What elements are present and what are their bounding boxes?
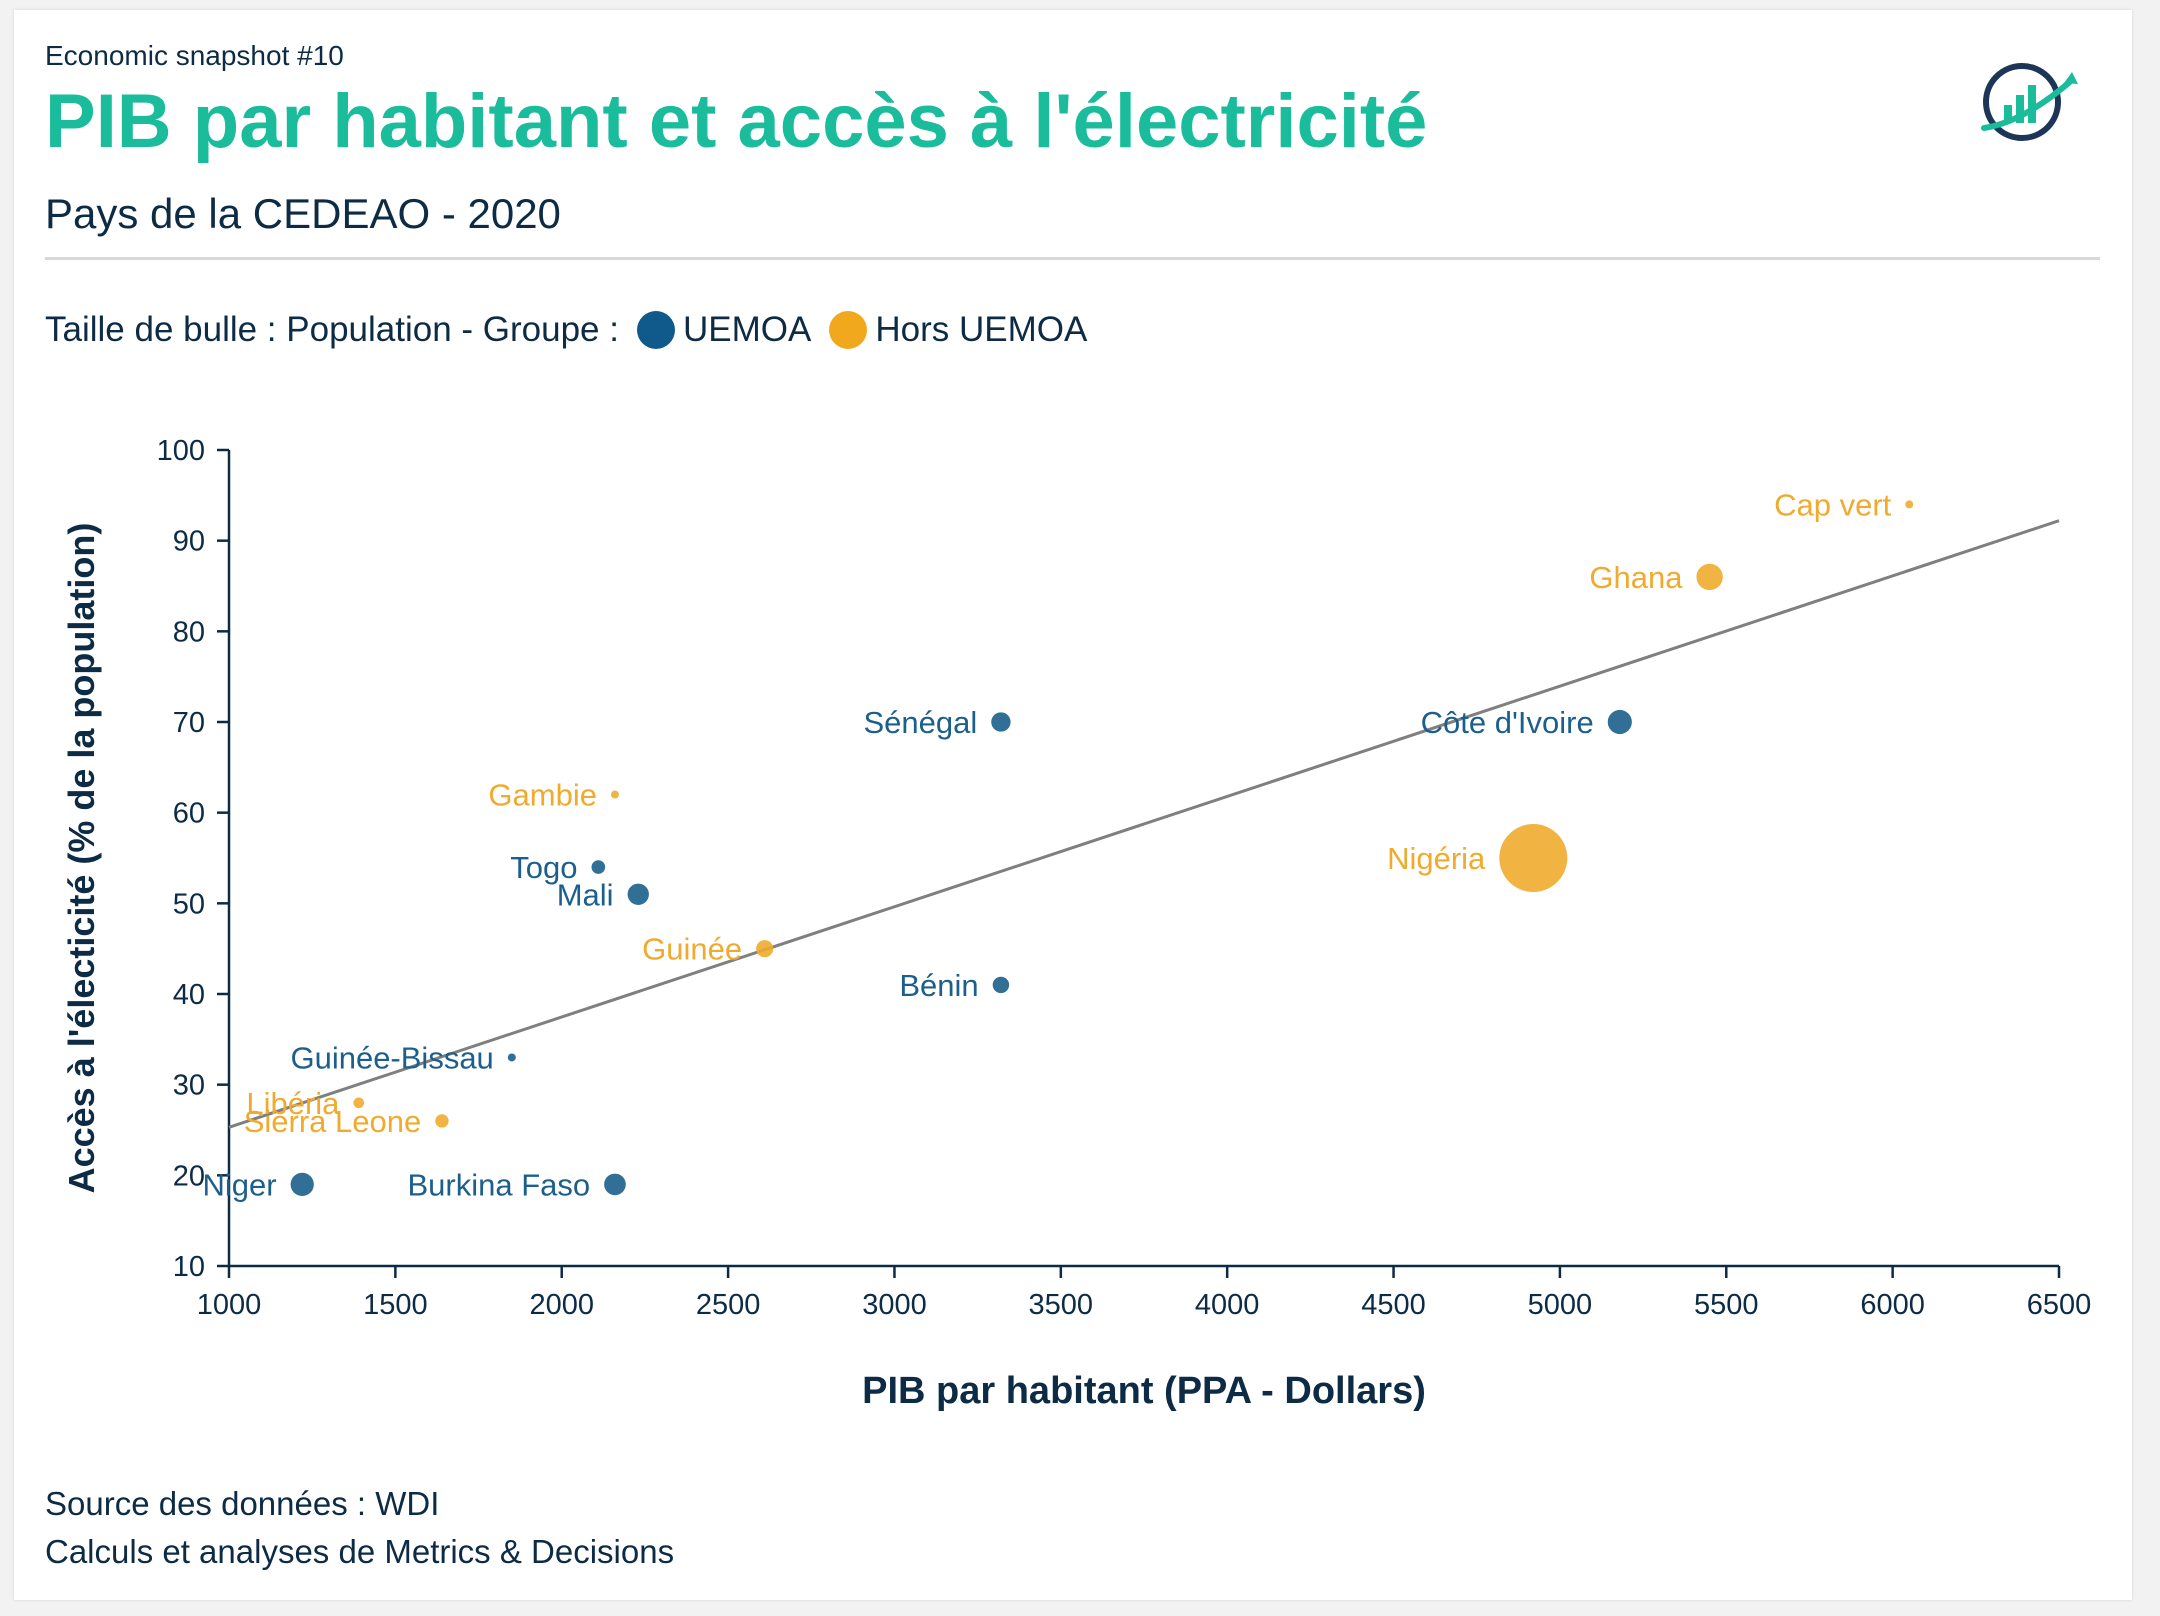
bubble-point [1696,563,1723,591]
point-label: Sénégal [863,705,977,740]
footer-source: Source des données : WDI [45,1485,440,1522]
y-tick-label: 30 [173,1070,205,1102]
x-axis-title: PIB par habitant (PPA - Dollars) [862,1370,1426,1412]
bubble-point [435,1114,449,1128]
y-tick-label: 20 [173,1160,205,1192]
bubble-point [992,976,1010,994]
legend-swatch-hors-uemoa [829,311,868,349]
bubble-point [1607,709,1632,735]
growth-chart-logo-icon [1974,50,2084,150]
x-tick-label: 1500 [363,1289,428,1321]
kicker-label: Economic snapshot #10 [45,40,344,71]
x-tick-label: 4000 [1195,1289,1260,1321]
point-label: Niger [202,1167,276,1202]
point-label: Burkina Faso [407,1167,590,1202]
snapshot-card: Economic snapshot #10 PIB par habitant e… [14,10,2132,1600]
legend-item-uemoa: UEMOA [619,310,811,350]
x-tick-label: 5500 [1694,1289,1759,1321]
point-label: Nigéria [1387,841,1486,876]
point-label: Guinée-Bissau [290,1040,493,1075]
legend-swatch-uemoa [636,311,675,349]
bubble-point [507,1053,516,1062]
point-label: Sierra Leone [244,1104,422,1139]
y-tick-label: 80 [173,616,205,648]
bubble-point [1499,824,1568,892]
y-tick-label: 60 [173,798,205,830]
legend-label-hors-uemoa: Hors UEMOA [875,310,1088,349]
legend-item-hors-uemoa: Hors UEMOA [811,310,1087,350]
point-label: Gambie [488,778,597,813]
bubble-point [610,790,619,799]
point-label: Togo [510,850,577,885]
bubble-point [604,1173,626,1196]
point-label: Mali [557,877,614,912]
header-divider [45,257,2100,260]
legend-prefix: Taille de bulle : Population - Groupe : [45,310,619,349]
point-label: Côte d'Ivoire [1421,705,1594,740]
bubble-point [591,860,606,874]
point-label: Guinée [642,932,742,967]
footer-credits: Calculs et analyses de Metrics & Decisio… [45,1533,675,1570]
point-label: Libéria [246,1086,340,1121]
bubble-point [756,940,774,958]
bubble-point [991,712,1011,732]
chart-subtitle: Pays de la CEDEAO - 2020 [45,190,561,237]
x-tick-label: 2500 [696,1289,761,1321]
point-label: Bénin [899,968,978,1003]
x-tick-label: 6000 [1860,1289,1925,1321]
y-tick-label: 90 [173,526,205,558]
footer: Source des données : WDI Calculs et anal… [45,1480,674,1576]
point-label: Cap vert [1774,487,1892,522]
scatter-chart: 1000 1500 2000 2500 3000 3500 4000 4500 5000 5500… [61,435,2092,1412]
x-tick-label: 2000 [529,1289,594,1321]
trend-line [228,519,2060,1129]
legend: Taille de bulle : Population - Groupe : … [45,310,1087,350]
chart-title: PIB par habitant et accès à l'électricit… [45,79,1428,164]
x-tick-label: 4500 [1361,1289,1426,1321]
y-tick-label: 40 [173,979,205,1011]
x-tick-label: 3000 [862,1289,927,1321]
x-tick-label: 5000 [1528,1289,1593,1321]
bubble-point [290,1172,314,1197]
legend-label-uemoa: UEMOA [682,310,812,349]
y-tick-label: 70 [173,707,205,739]
bubble-point [353,1097,365,1109]
x-tick-label: 6500 [2027,1289,2092,1321]
y-tick-label: 100 [157,435,205,467]
x-tick-label: 3500 [1029,1289,1094,1321]
bubble-point [627,883,649,905]
y-tick-label: 10 [173,1251,205,1283]
x-tick-label: 1000 [197,1289,262,1321]
bubble-point [1905,500,1914,509]
y-axis-title: Accès à l'électicité (% de la population… [61,523,102,1194]
y-tick-label: 50 [173,888,205,920]
point-label: Ghana [1589,560,1683,595]
